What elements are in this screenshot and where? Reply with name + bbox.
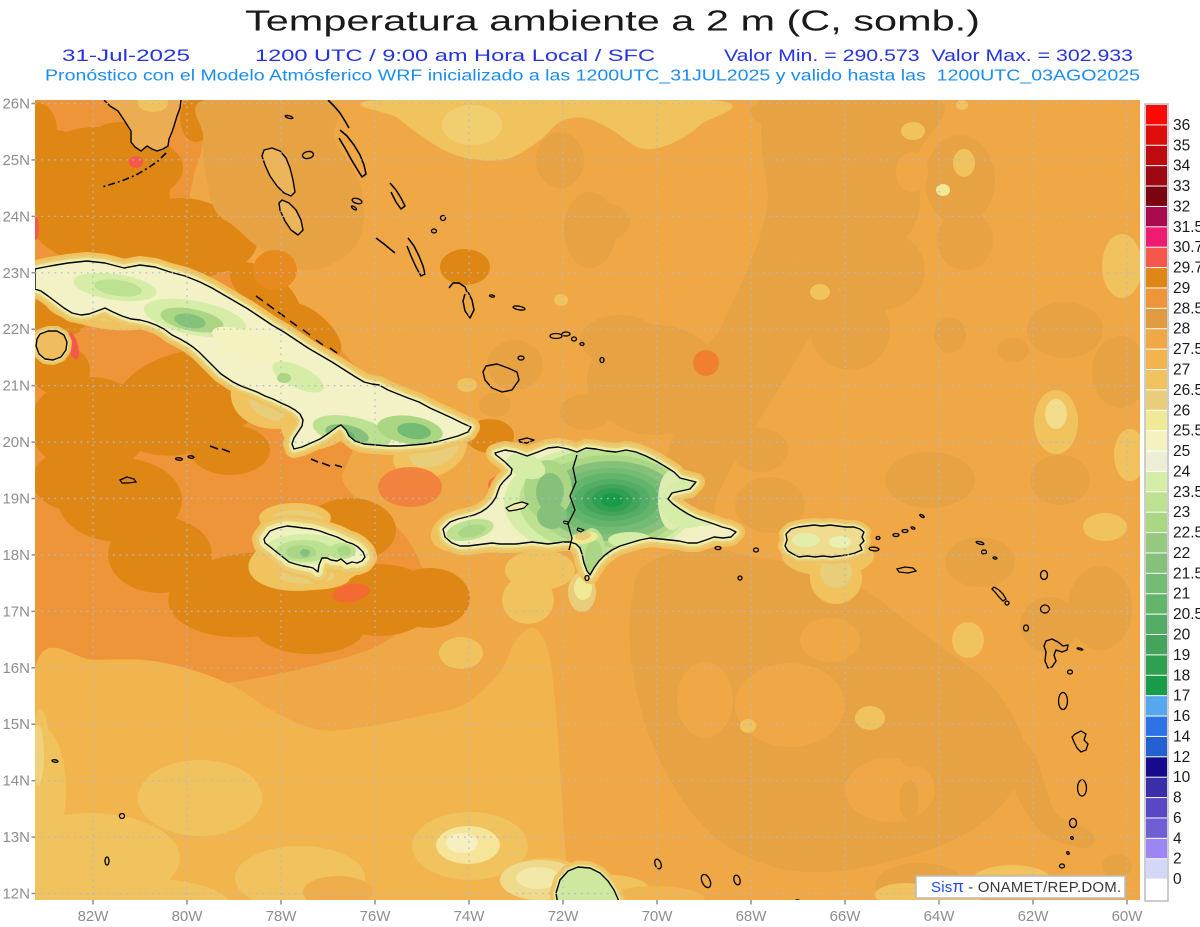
svg-text:31-Jul-2025: 31-Jul-2025 <box>62 47 190 65</box>
svg-text:13N: 13N <box>2 829 30 846</box>
svg-text:12N: 12N <box>2 886 30 903</box>
svg-text:74W: 74W <box>454 908 486 925</box>
svg-text:19N: 19N <box>2 491 30 508</box>
svg-text:23.5: 23.5 <box>1173 484 1200 501</box>
svg-text:16N: 16N <box>2 660 30 677</box>
svg-text:34: 34 <box>1173 158 1191 175</box>
svg-text:20N: 20N <box>2 434 30 451</box>
svg-text:18N: 18N <box>2 547 30 564</box>
svg-text:64W: 64W <box>924 908 956 925</box>
svg-text:31.5: 31.5 <box>1173 219 1200 236</box>
svg-text:6: 6 <box>1173 810 1182 827</box>
svg-text:8: 8 <box>1173 790 1182 807</box>
svg-text:16: 16 <box>1173 708 1190 725</box>
svg-text:25.5: 25.5 <box>1173 423 1200 440</box>
svg-text:1200 UTC / 9:00 am Hora Local: 1200 UTC / 9:00 am Hora Local / SFC <box>255 47 655 65</box>
svg-text:4: 4 <box>1173 830 1182 847</box>
svg-text:Valor Min. = 290.573 Valor Ma: Valor Min. = 290.573 Valor Max. = 302.93… <box>724 47 1133 65</box>
svg-text:29: 29 <box>1173 280 1190 297</box>
svg-text:15N: 15N <box>2 716 30 733</box>
svg-text:2: 2 <box>1173 851 1182 868</box>
svg-text:20: 20 <box>1173 627 1191 644</box>
svg-text:21N: 21N <box>2 378 30 395</box>
svg-text:82W: 82W <box>78 908 110 925</box>
svg-text:10: 10 <box>1173 769 1191 786</box>
svg-text:26N: 26N <box>2 96 30 113</box>
svg-text:14: 14 <box>1173 728 1191 745</box>
svg-text:29.7: 29.7 <box>1173 260 1200 277</box>
svg-text:23N: 23N <box>2 265 30 282</box>
svg-text:76W: 76W <box>360 908 392 925</box>
svg-text:22.5: 22.5 <box>1173 525 1200 542</box>
svg-text:27.5: 27.5 <box>1173 341 1200 358</box>
svg-text:35: 35 <box>1173 137 1190 154</box>
svg-text:30.7: 30.7 <box>1173 239 1200 256</box>
svg-text:19: 19 <box>1173 647 1190 664</box>
svg-text:24N: 24N <box>2 208 30 225</box>
svg-text:25N: 25N <box>2 152 30 169</box>
svg-text:36: 36 <box>1173 117 1190 134</box>
svg-text:28: 28 <box>1173 321 1190 338</box>
svg-text:17: 17 <box>1173 688 1190 705</box>
svg-text:26.5: 26.5 <box>1173 382 1200 399</box>
svg-text:17N: 17N <box>2 603 30 620</box>
svg-text:21: 21 <box>1173 586 1190 603</box>
svg-text:68W: 68W <box>736 908 768 925</box>
svg-text:72W: 72W <box>548 908 580 925</box>
svg-text:Temperatura ambiente a 2 m (C,: Temperatura ambiente a 2 m (C, somb.) <box>245 6 980 38</box>
svg-text:62W: 62W <box>1018 908 1050 925</box>
svg-text:23: 23 <box>1173 504 1190 521</box>
svg-text:22: 22 <box>1173 545 1190 562</box>
svg-text:24: 24 <box>1173 463 1191 480</box>
svg-text:Pronóstico con el Modelo Atmós: Pronóstico con el Modelo Atmósferico WRF… <box>45 68 1140 85</box>
svg-text:66W: 66W <box>830 908 862 925</box>
svg-text:32: 32 <box>1173 198 1190 215</box>
svg-text:14N: 14N <box>2 773 30 790</box>
svg-text:0: 0 <box>1173 871 1182 888</box>
svg-text:25: 25 <box>1173 443 1190 460</box>
svg-text:26: 26 <box>1173 402 1190 419</box>
svg-text:80W: 80W <box>172 908 204 925</box>
svg-text:18: 18 <box>1173 667 1190 684</box>
svg-text:78W: 78W <box>266 908 298 925</box>
svg-text:22N: 22N <box>2 321 30 338</box>
svg-text:33: 33 <box>1173 178 1190 195</box>
svg-text:28.5: 28.5 <box>1173 300 1200 317</box>
svg-text:21.5: 21.5 <box>1173 565 1200 582</box>
svg-text:70W: 70W <box>642 908 674 925</box>
svg-text:27: 27 <box>1173 362 1190 379</box>
svg-text:Sisπ - ONAMET/REP.DOM.: Sisπ - ONAMET/REP.DOM. <box>931 878 1121 896</box>
svg-text:60W: 60W <box>1112 908 1144 925</box>
svg-text:20.5: 20.5 <box>1173 606 1200 623</box>
svg-text:12: 12 <box>1173 749 1190 766</box>
